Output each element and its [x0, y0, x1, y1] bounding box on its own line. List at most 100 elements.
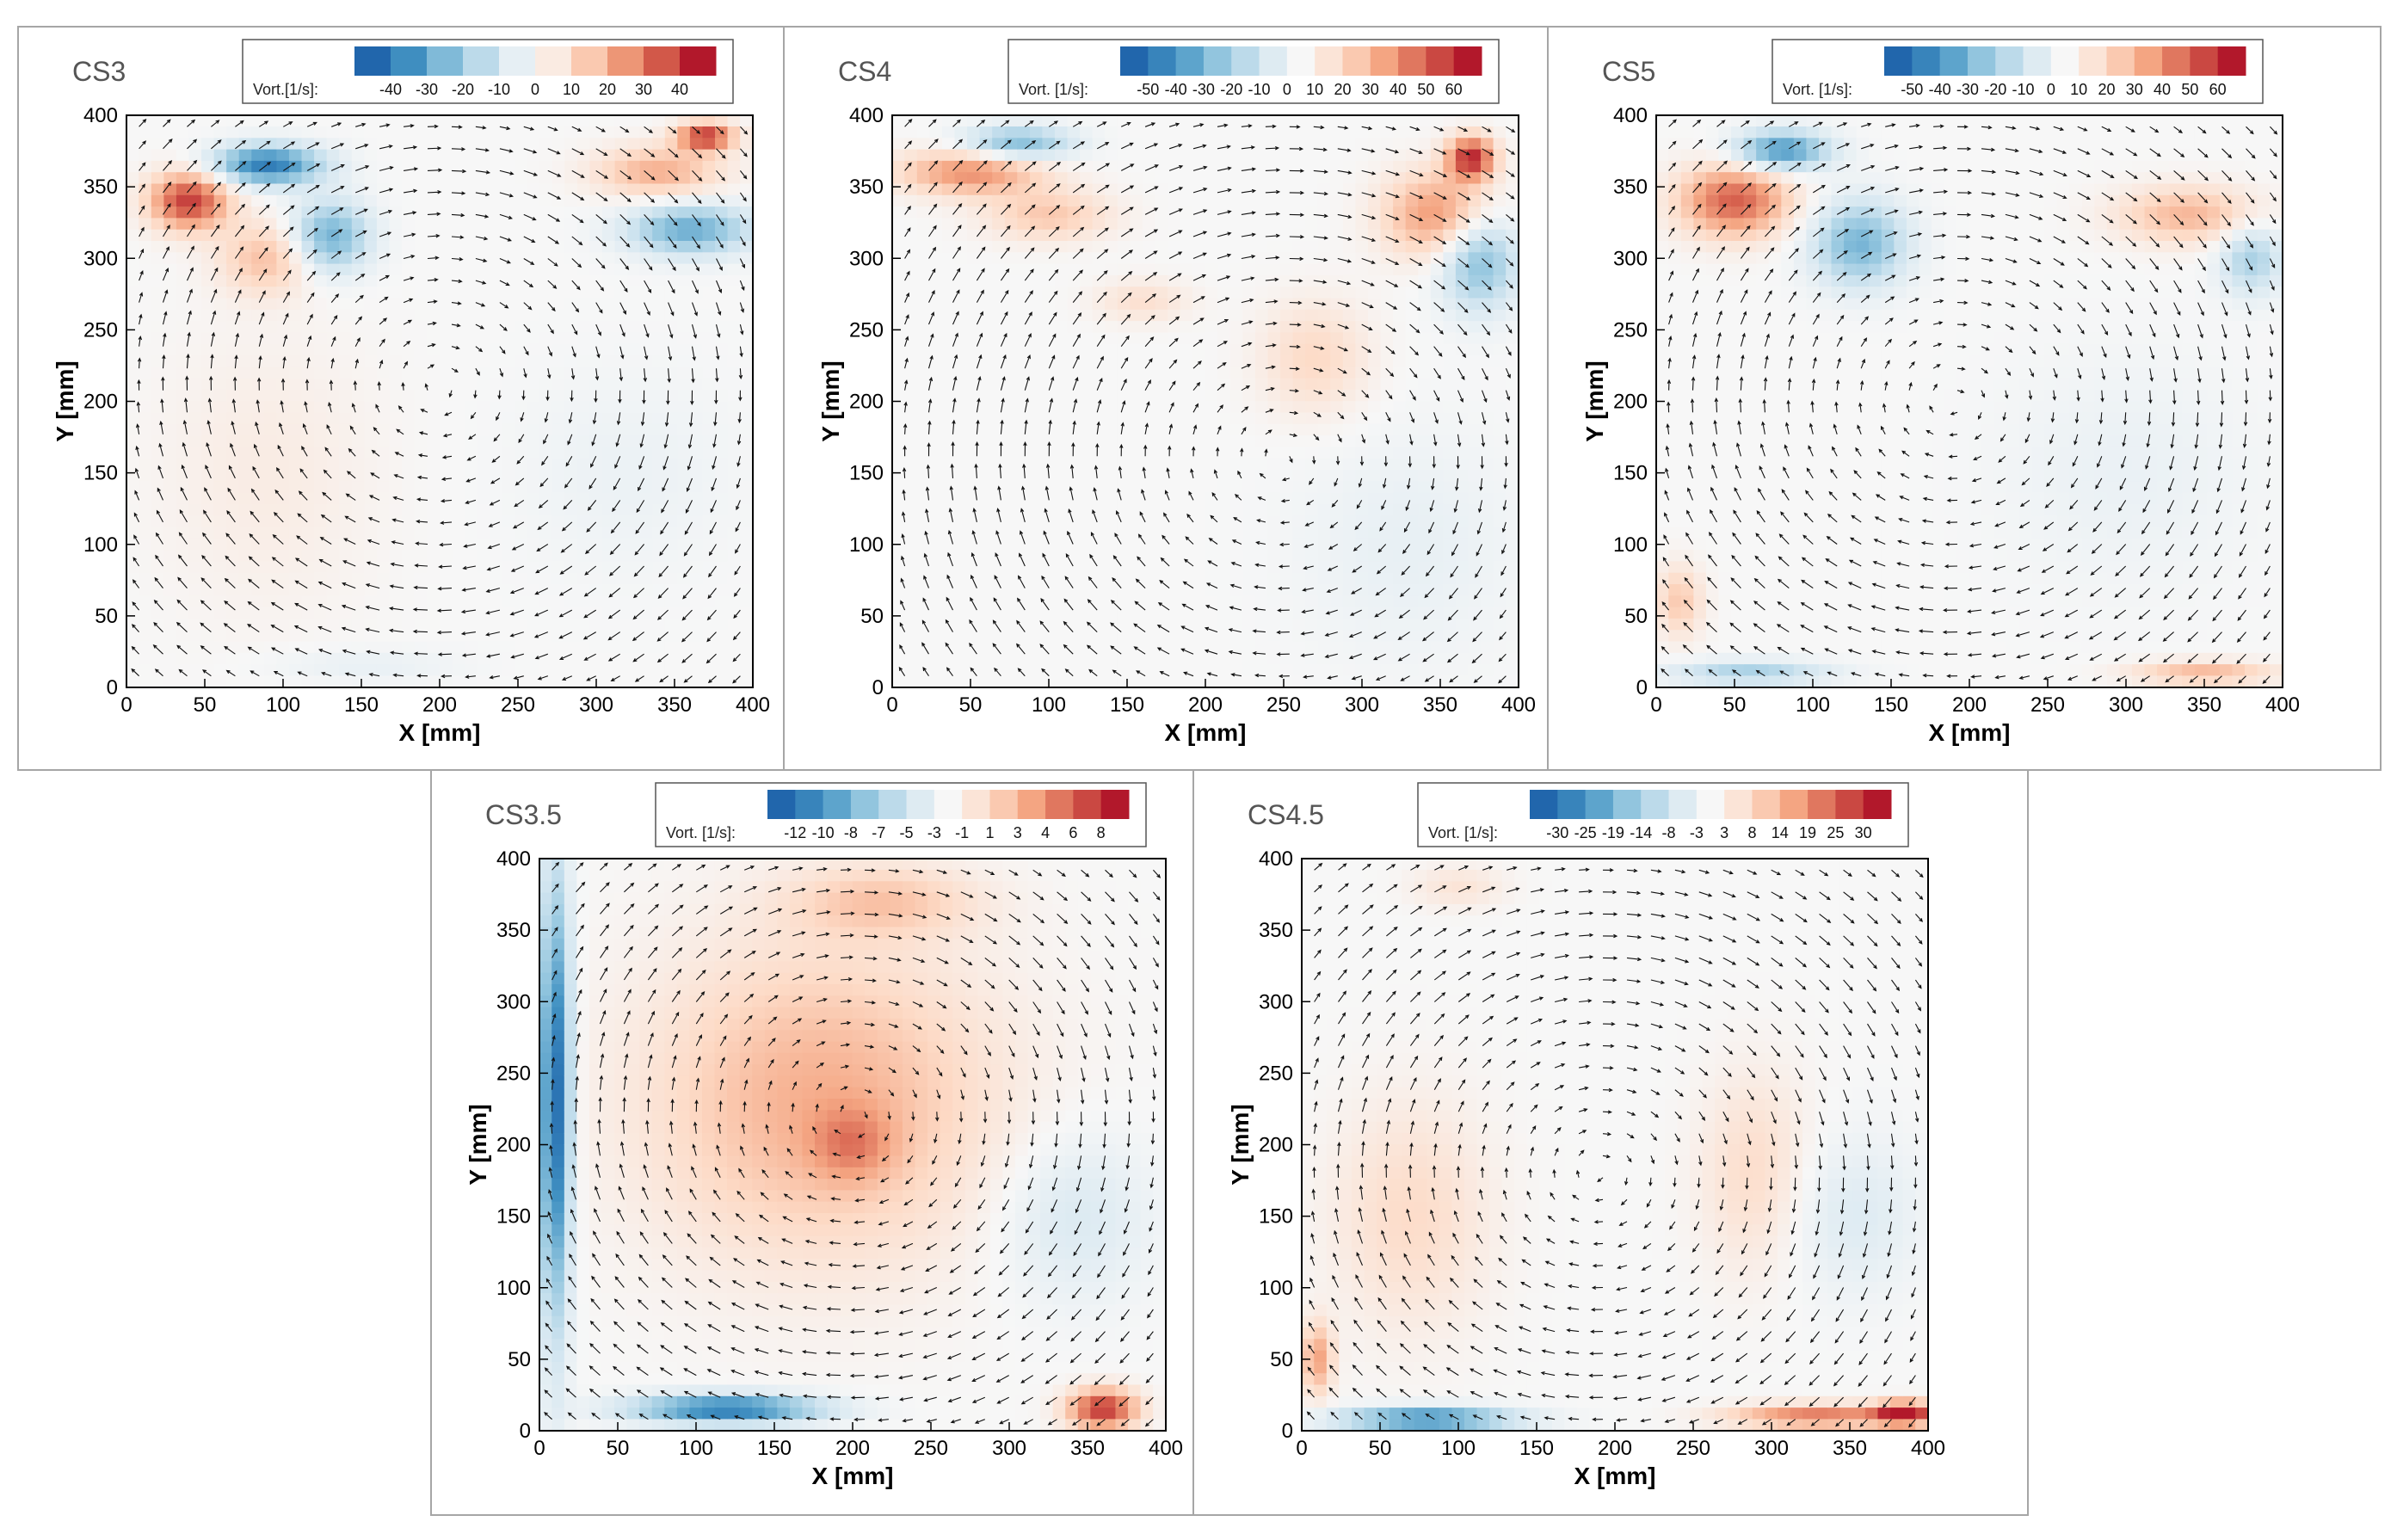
vorticity-cell: [213, 652, 227, 665]
vorticity-cell: [1280, 607, 1294, 619]
vorticity-cell: [163, 252, 177, 265]
vorticity-cell: [1054, 527, 1069, 539]
vorticity-cell: [954, 252, 968, 265]
velocity-arrow: [415, 541, 428, 545]
vorticity-cell: [226, 652, 240, 665]
vorticity-cell: [715, 675, 729, 687]
vorticity-cell: [139, 332, 152, 345]
velocity-arrow: [370, 472, 380, 479]
vorticity-cell: [176, 584, 190, 596]
vorticity-cell: [314, 538, 328, 551]
vorticity-cell: [1267, 423, 1281, 436]
vorticity-cell: [979, 355, 993, 367]
vorticity-cell: [1105, 126, 1118, 139]
velocity-arrow: [509, 588, 524, 594]
vorticity-cell: [1305, 172, 1319, 185]
velocity-arrow: [176, 621, 188, 633]
vorticity-cell: [1017, 126, 1031, 139]
vorticity-cell: [1317, 194, 1331, 207]
vorticity-cell: [1155, 229, 1168, 242]
vorticity-cell: [1117, 367, 1131, 379]
vorticity-cell: [1205, 481, 1218, 494]
vorticity-cell: [1054, 664, 1069, 676]
vorticity-cell: [238, 401, 252, 414]
vorticity-cell: [238, 652, 252, 665]
vorticity-cell: [702, 492, 716, 505]
vorticity-cell: [151, 160, 164, 173]
vorticity-cell: [151, 412, 164, 425]
vorticity-cell: [251, 675, 265, 687]
vorticity-cell: [992, 194, 1006, 207]
vorticity-cell: [1142, 298, 1156, 311]
velocity-arrow: [496, 412, 501, 422]
vorticity-cell: [1267, 229, 1281, 242]
vorticity-cell: [551, 401, 565, 414]
velocity-arrow: [538, 499, 549, 509]
velocity-arrow: [379, 359, 384, 369]
velocity-arrow: [644, 169, 656, 181]
vorticity-cell: [1080, 321, 1094, 333]
vorticity-cell: [1029, 618, 1044, 631]
velocity-arrow: [413, 585, 428, 590]
vorticity-cell: [941, 321, 956, 333]
vorticity-cell: [301, 527, 315, 539]
vorticity-cell: [1254, 218, 1269, 231]
vorticity-cell: [677, 115, 691, 127]
vorticity-cell: [464, 115, 478, 127]
vorticity-cell: [139, 503, 152, 516]
vorticity-cell: [1229, 641, 1243, 654]
vorticity-cell: [1205, 309, 1218, 322]
vorticity-cell: [126, 527, 139, 539]
vorticity-cell: [1280, 470, 1294, 482]
vorticity-cell: [427, 481, 441, 494]
vorticity-cell: [427, 618, 441, 631]
vorticity-cell: [452, 206, 465, 219]
y-tick-label: 200: [83, 391, 118, 414]
vorticity-cell: [916, 447, 930, 459]
vorticity-cell: [702, 447, 716, 459]
vorticity-cell: [188, 595, 202, 608]
vorticity-cell: [601, 675, 616, 687]
vorticity-cell: [139, 183, 152, 196]
vorticity-cell: [954, 630, 968, 643]
vorticity-cell: [1142, 241, 1156, 253]
vorticity-cell: [1117, 194, 1131, 207]
vorticity-cell: [163, 321, 177, 333]
vorticity-cell: [1229, 675, 1243, 687]
velocity-arrow: [692, 258, 699, 272]
vorticity-cell: [1168, 550, 1181, 562]
vorticity-cell: [1180, 423, 1193, 436]
vorticity-cell: [564, 309, 578, 322]
vorticity-cell: [941, 630, 956, 643]
vorticity-cell: [576, 595, 591, 608]
vorticity-cell: [551, 274, 565, 287]
vorticity-cell: [1017, 263, 1031, 276]
vorticity-cell: [576, 126, 591, 139]
vorticity-cell: [376, 630, 391, 643]
vorticity-cell: [188, 572, 202, 585]
vorticity-cell: [627, 263, 641, 276]
vorticity-cell: [263, 389, 278, 402]
vorticity-cell: [715, 584, 729, 596]
vorticity-cell: [364, 550, 378, 562]
vorticity-cell: [941, 492, 956, 505]
vorticity-cell: [589, 149, 603, 162]
vorticity-cell: [1292, 206, 1306, 219]
vorticity-cell: [740, 492, 753, 505]
vorticity-cell: [652, 309, 666, 322]
vorticity-cell: [464, 481, 478, 494]
vorticity-cell: [263, 561, 278, 574]
vorticity-cell: [163, 378, 177, 391]
vorticity-cell: [389, 618, 403, 631]
vorticity-cell: [941, 126, 956, 139]
vorticity-cell: [614, 447, 628, 459]
vorticity-cell: [1242, 618, 1256, 631]
vorticity-cell: [301, 515, 315, 528]
velocity-arrow: [282, 226, 294, 237]
vorticity-cell: [967, 652, 981, 665]
vorticity-cell: [727, 538, 741, 551]
vorticity-cell: [916, 618, 930, 631]
vorticity-cell: [614, 252, 628, 265]
vorticity-cell: [1105, 298, 1118, 311]
vorticity-cell: [139, 309, 152, 322]
